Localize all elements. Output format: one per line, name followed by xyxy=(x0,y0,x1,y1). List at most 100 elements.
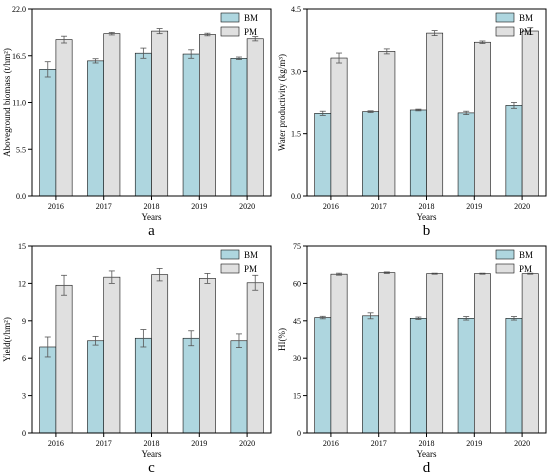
y-tick-label: 5.5 xyxy=(16,145,26,154)
legend-label-pm: PM xyxy=(519,27,532,37)
error-bar-bm-2020 xyxy=(510,316,517,321)
y-tick-label: 12 xyxy=(18,279,26,288)
bar-bm-2019 xyxy=(457,112,475,197)
bar-pm-2020 xyxy=(521,273,539,434)
error-bar-bm-2020 xyxy=(235,56,242,60)
legend-label-bm: BM xyxy=(244,250,258,260)
bar-bm-2019 xyxy=(182,53,200,197)
panel-letter: b xyxy=(423,223,431,239)
y-tick-label: 4.5 xyxy=(291,5,301,14)
chart-b: 0.0 1.5 3.0 4.5 2016 2017 2018 2019 2020 Years Wat… xyxy=(277,5,547,239)
bar-pm-2018 xyxy=(151,274,169,434)
y-tick-label: 1.5 xyxy=(291,130,301,139)
error-bar-bm-2018 xyxy=(415,108,422,112)
bar-bm-2018 xyxy=(409,109,427,197)
error-bar-bm-2017 xyxy=(92,335,99,346)
error-bar-pm-2019 xyxy=(479,272,486,275)
error-bar-bm-2016 xyxy=(319,110,326,116)
error-bar-bm-2016 xyxy=(319,315,326,320)
x-tick-label-2016: 2016 xyxy=(48,439,64,448)
bar-bm-2016 xyxy=(39,69,57,197)
error-bar-pm-2017 xyxy=(383,48,390,55)
chart-c: 0 3 6 9 12 15 2016 2017 2018 2019 2020 Years Yield(t… xyxy=(2,242,272,473)
legend: BM PM xyxy=(220,12,258,37)
panel-b: 0.0 1.5 3.0 4.5 2016 2017 2018 2019 2020 Years Wat… xyxy=(275,0,550,239)
y-tick-label: 60 xyxy=(293,279,301,288)
y-axis-title: Aboveground biomass (t/hm²) xyxy=(2,48,12,157)
error-bar-pm-2019 xyxy=(204,32,211,37)
y-tick-label: 30 xyxy=(293,354,301,363)
error-bar-bm-2018 xyxy=(140,47,147,59)
panel-a: 0.0 5.5 11.0 16.5 22.0 2016 2017 2018 2019 2020 Ye… xyxy=(0,0,275,239)
y-tick-label: 15 xyxy=(18,242,26,251)
x-tick-label-2017: 2017 xyxy=(371,202,387,211)
panel-c: 0 3 6 9 12 15 2016 2017 2018 2019 2020 Years Yield(t… xyxy=(0,237,275,473)
bar-pm-2018 xyxy=(426,273,444,434)
bar-pm-2016 xyxy=(330,57,348,197)
bar-bm-2020 xyxy=(230,340,248,434)
error-bar-pm-2017 xyxy=(383,271,390,274)
error-bar-bm-2016 xyxy=(44,61,51,78)
x-tick-label-2017: 2017 xyxy=(96,202,112,211)
x-tick-label-2019: 2019 xyxy=(191,202,207,211)
error-bar-pm-2019 xyxy=(204,273,211,284)
y-tick-label: 16.5 xyxy=(12,52,26,61)
bar-pm-2017 xyxy=(378,272,396,434)
bar-pm-2017 xyxy=(378,51,396,197)
legend-swatch-pm xyxy=(220,26,240,37)
bar-pm-2017 xyxy=(103,33,121,197)
x-tick-label-2017: 2017 xyxy=(96,439,112,448)
error-bar-bm-2017 xyxy=(367,312,374,320)
error-bar-pm-2018 xyxy=(431,30,438,36)
legend-swatch-bm xyxy=(220,12,240,23)
legend-label-bm: BM xyxy=(519,250,533,260)
x-tick-label-2019: 2019 xyxy=(466,202,482,211)
bar-bm-2017 xyxy=(362,111,379,197)
y-tick-label: 0 xyxy=(297,429,301,438)
bar-bm-2018 xyxy=(409,318,427,434)
error-bar-pm-2017 xyxy=(108,270,115,284)
x-axis-title: Years xyxy=(141,212,162,222)
error-bar-bm-2019 xyxy=(188,49,195,59)
panel-letter: a xyxy=(148,223,155,239)
y-axis-title: Water productivity (kg/m³) xyxy=(277,54,287,151)
error-bar-pm-2020 xyxy=(527,27,534,35)
y-tick-label: 3 xyxy=(22,392,26,401)
error-bar-bm-2019 xyxy=(463,316,470,321)
legend-swatch-bm xyxy=(220,249,240,260)
legend-label-pm: PM xyxy=(519,264,532,274)
error-bar-pm-2016 xyxy=(61,35,68,44)
panel-letter: d xyxy=(423,460,431,473)
bar-bm-2020 xyxy=(230,57,248,197)
legend-swatch-pm xyxy=(495,26,515,37)
y-tick-label: 0 xyxy=(22,429,26,438)
error-bar-pm-2017 xyxy=(108,31,115,36)
legend-swatch-bm xyxy=(495,12,515,23)
error-bar-bm-2019 xyxy=(463,110,470,115)
x-tick-label-2020: 2020 xyxy=(514,202,530,211)
y-tick-label: 6 xyxy=(22,354,26,363)
legend-label-bm: BM xyxy=(519,13,533,23)
x-axis-title: Years xyxy=(416,449,437,459)
x-tick-label-2017: 2017 xyxy=(371,439,387,448)
x-tick-label-2018: 2018 xyxy=(419,202,435,211)
error-bar-bm-2020 xyxy=(235,333,242,349)
error-bar-pm-2020 xyxy=(252,36,259,42)
x-tick-label-2020: 2020 xyxy=(239,202,255,211)
error-bar-pm-2018 xyxy=(156,268,163,282)
x-tick-label-2019: 2019 xyxy=(466,439,482,448)
chart-a: 0.0 5.5 11.0 16.5 22.0 2016 2017 2018 2019 2020 Ye… xyxy=(2,5,272,239)
y-tick-label: 11.0 xyxy=(12,99,26,108)
bar-pm-2020 xyxy=(246,38,264,197)
bar-pm-2020 xyxy=(246,282,264,434)
x-tick-label-2016: 2016 xyxy=(48,202,64,211)
y-tick-label: 45 xyxy=(293,317,301,326)
legend-label-pm: PM xyxy=(244,264,257,274)
bar-pm-2019 xyxy=(199,34,216,197)
legend-swatch-pm xyxy=(495,263,515,274)
legend-label-pm: PM xyxy=(244,27,257,37)
y-axis-title: HI(%) xyxy=(277,328,287,351)
bar-bm-2016 xyxy=(314,113,332,197)
y-tick-label: 3.0 xyxy=(291,67,301,76)
